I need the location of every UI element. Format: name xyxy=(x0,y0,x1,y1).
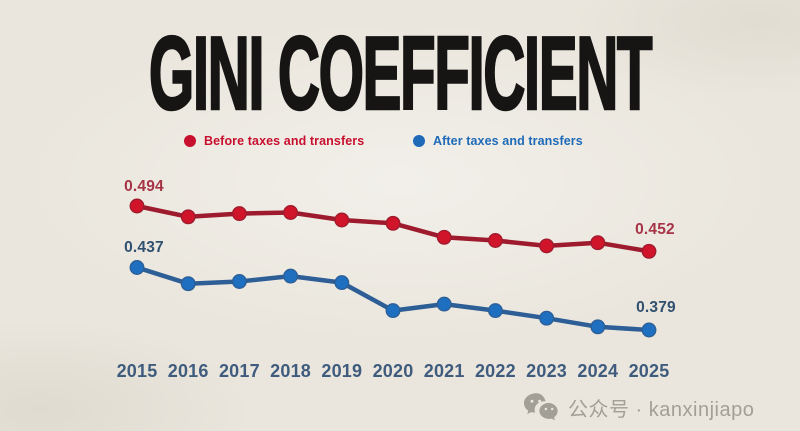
x-axis-label-2017: 2017 xyxy=(218,361,260,381)
data-point-before-2017 xyxy=(231,206,247,222)
legend-label-after-taxes: After taxes and transfers xyxy=(433,134,583,148)
value-label-before-2025: 0.452 xyxy=(635,221,675,238)
data-point-before-2015 xyxy=(129,198,145,214)
data-point-before-2020 xyxy=(385,215,401,231)
data-point-before-2023 xyxy=(539,238,555,254)
x-axis-label-2015: 2015 xyxy=(116,361,158,381)
value-label-after-2015: 0.437 xyxy=(124,239,164,256)
x-axis-label-2016: 2016 xyxy=(167,361,209,381)
data-point-after-2019 xyxy=(334,275,350,291)
data-point-before-2025 xyxy=(641,243,657,259)
wechat-icon xyxy=(524,393,558,421)
data-point-after-2024 xyxy=(590,319,606,335)
legend-label-before-taxes: Before taxes and transfers xyxy=(204,134,365,148)
series-line-after-taxes xyxy=(134,265,652,333)
watermark: 公众号 · kanxinjiapo xyxy=(523,392,754,422)
x-axis-label-2024: 2024 xyxy=(577,361,619,381)
legend-dot-blue-icon xyxy=(413,135,425,147)
data-point-after-2021 xyxy=(436,296,452,312)
data-point-after-2025 xyxy=(641,322,657,338)
x-axis-label-2019: 2019 xyxy=(321,361,363,381)
data-point-after-2023 xyxy=(539,310,555,326)
data-point-before-2024 xyxy=(590,235,606,251)
legend-item-after-taxes: After taxes and transfers xyxy=(413,131,583,151)
value-label-after-2025: 0.379 xyxy=(636,299,676,316)
data-point-after-2017 xyxy=(231,274,247,289)
chart-title: GINI COEFFICIENT xyxy=(148,15,653,132)
data-point-before-2022 xyxy=(487,233,503,248)
x-axis-label-2025: 2025 xyxy=(628,361,670,381)
x-axis-label-2018: 2018 xyxy=(270,361,312,381)
data-point-before-2018 xyxy=(283,205,299,220)
data-point-after-2016 xyxy=(180,276,196,292)
x-axis-label-2021: 2021 xyxy=(423,361,465,381)
data-point-after-2015 xyxy=(129,260,145,275)
data-point-after-2020 xyxy=(385,303,401,319)
legend-item-before-taxes: Before taxes and transfers xyxy=(184,131,364,151)
value-label-before-2015: 0.494 xyxy=(124,178,164,195)
data-point-after-2022 xyxy=(487,303,503,319)
x-axis-label-2020: 2020 xyxy=(372,361,414,381)
watermark-text: 公众号 · kanxinjiapo xyxy=(568,398,755,421)
data-point-before-2016 xyxy=(180,209,196,225)
title-row: GINI COEFFICIENT xyxy=(0,20,800,127)
data-point-after-2018 xyxy=(283,268,299,284)
data-point-before-2019 xyxy=(334,212,350,228)
x-axis-label-2023: 2023 xyxy=(526,361,568,381)
legend-dot-red-icon xyxy=(184,135,196,147)
x-axis-label-2022: 2022 xyxy=(474,361,516,381)
data-point-before-2021 xyxy=(436,229,452,245)
